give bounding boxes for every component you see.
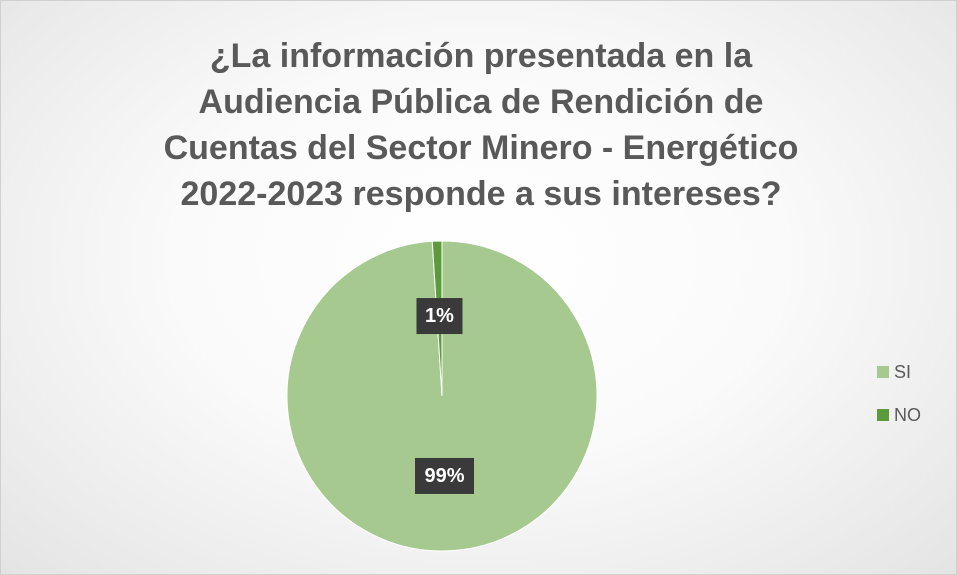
legend-swatch: [877, 409, 889, 421]
legend-label: NO: [894, 405, 921, 425]
data-label: 1%: [425, 305, 454, 327]
data-label: 99%: [424, 465, 464, 487]
data-label-box: [416, 298, 463, 335]
data-label-box: [415, 457, 475, 494]
legend-label: SI: [894, 362, 911, 382]
legend-swatch: [877, 366, 889, 378]
chart-title: ¿La información presentada en la Audienc…: [163, 37, 799, 213]
